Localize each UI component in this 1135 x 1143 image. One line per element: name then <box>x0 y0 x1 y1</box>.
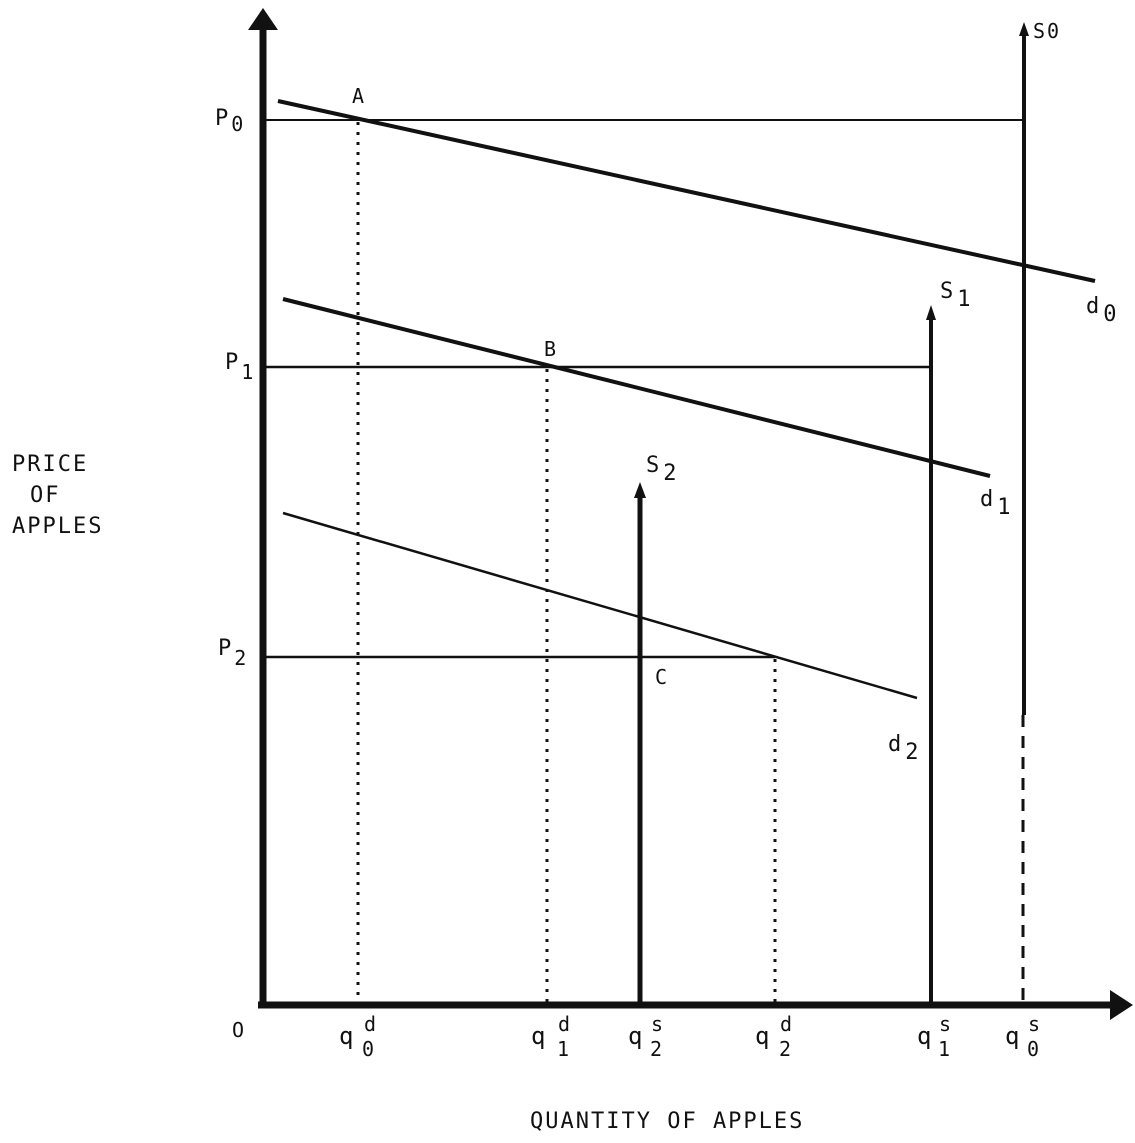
point-label-a: A <box>352 84 364 108</box>
svg-text:s: s <box>1028 1012 1040 1036</box>
svg-text:APPLES: APPLES <box>12 514 103 539</box>
svg-text:s: s <box>651 1012 663 1036</box>
demand-curve-d2 <box>282 511 918 700</box>
supply-s0-arrow-icon <box>1019 22 1029 36</box>
svg-text:0: 0 <box>362 1037 374 1061</box>
price-axis-arrow-icon <box>248 8 278 30</box>
quantity-label-q1d: q d 1 <box>531 1012 570 1061</box>
svg-text:1: 1 <box>557 1037 569 1061</box>
svg-text:d: d <box>780 1012 792 1036</box>
quantity-label-q2s: q s 2 <box>628 1012 663 1061</box>
svg-text:0: 0 <box>1027 1037 1039 1061</box>
svg-text:OF: OF <box>30 483 61 508</box>
quantity-axis-title: QUANTITY OF APPLES <box>530 1109 804 1134</box>
svg-text:s: s <box>939 1012 951 1036</box>
svg-text:q: q <box>917 1022 931 1050</box>
origin-label: O <box>232 1018 244 1042</box>
svg-text:d: d <box>364 1012 376 1036</box>
svg-text:1: 1 <box>938 1037 950 1061</box>
svg-text:2: 2 <box>650 1037 662 1061</box>
svg-text:q: q <box>628 1022 642 1050</box>
quantity-label-q1s: q s 1 <box>917 1012 951 1061</box>
quantity-label-q2d: q d 2 <box>755 1012 792 1061</box>
quantity-axis-arrow-icon <box>1110 990 1133 1020</box>
quantity-label-q0d: q d 0 <box>339 1012 376 1061</box>
price-axis-title: PRICE OF APPLES <box>12 452 103 539</box>
point-label-c: C <box>655 665 667 689</box>
svg-text:q: q <box>1005 1022 1019 1050</box>
svg-text:q: q <box>339 1022 353 1050</box>
svg-text:2: 2 <box>779 1037 791 1061</box>
svg-text:q: q <box>755 1022 769 1050</box>
quantity-label-q0s: q s 0 <box>1005 1012 1040 1061</box>
point-label-b: B <box>544 337 556 361</box>
demand-curve-d0 <box>277 99 1096 283</box>
svg-text:q: q <box>531 1022 545 1050</box>
supply-s1-arrow-icon <box>926 305 936 320</box>
svg-text:d: d <box>558 1012 570 1036</box>
demand-curve-d1 <box>282 297 991 478</box>
supply-s2-arrow-icon <box>634 482 646 498</box>
svg-text:PRICE: PRICE <box>12 452 88 477</box>
